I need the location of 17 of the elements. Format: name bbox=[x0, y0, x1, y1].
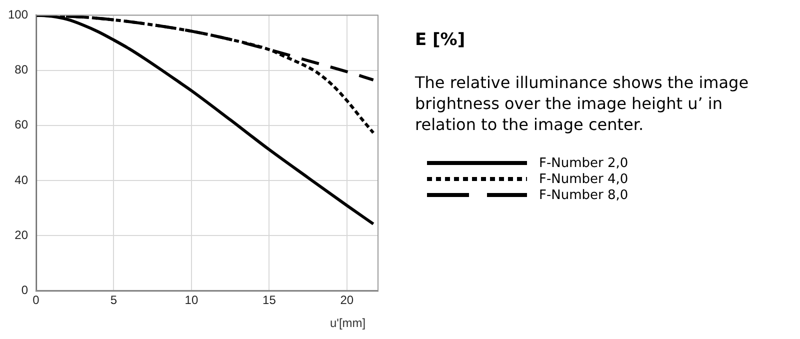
y-tick-label: 60 bbox=[14, 118, 28, 132]
text: E [%] bbox=[415, 30, 466, 50]
y-tick-label: 20 bbox=[14, 228, 28, 242]
x-tick-label: 0 bbox=[32, 293, 40, 308]
x-tick-label: 10 bbox=[184, 293, 198, 308]
y-tick-label: 0 bbox=[21, 282, 28, 297]
legend-label: F-Number 4,0 bbox=[539, 172, 628, 186]
x-axis-title: u'[mm] bbox=[330, 316, 366, 330]
x-tick-label: 5 bbox=[110, 293, 118, 308]
text: The relative illuminance shows the image brightness over the image height u’ in relation to the image center. bbox=[415, 72, 750, 135]
y-tick-label: 100 bbox=[8, 8, 28, 22]
legend-label: F-Number 2,0 bbox=[539, 156, 628, 170]
y-tick-label: 80 bbox=[14, 62, 28, 77]
x-tick-label: 20 bbox=[340, 293, 354, 308]
legend-label: F-Number 8,0 bbox=[539, 188, 628, 202]
y-tick-label: 40 bbox=[14, 172, 28, 187]
x-tick-label: 15 bbox=[262, 293, 276, 308]
